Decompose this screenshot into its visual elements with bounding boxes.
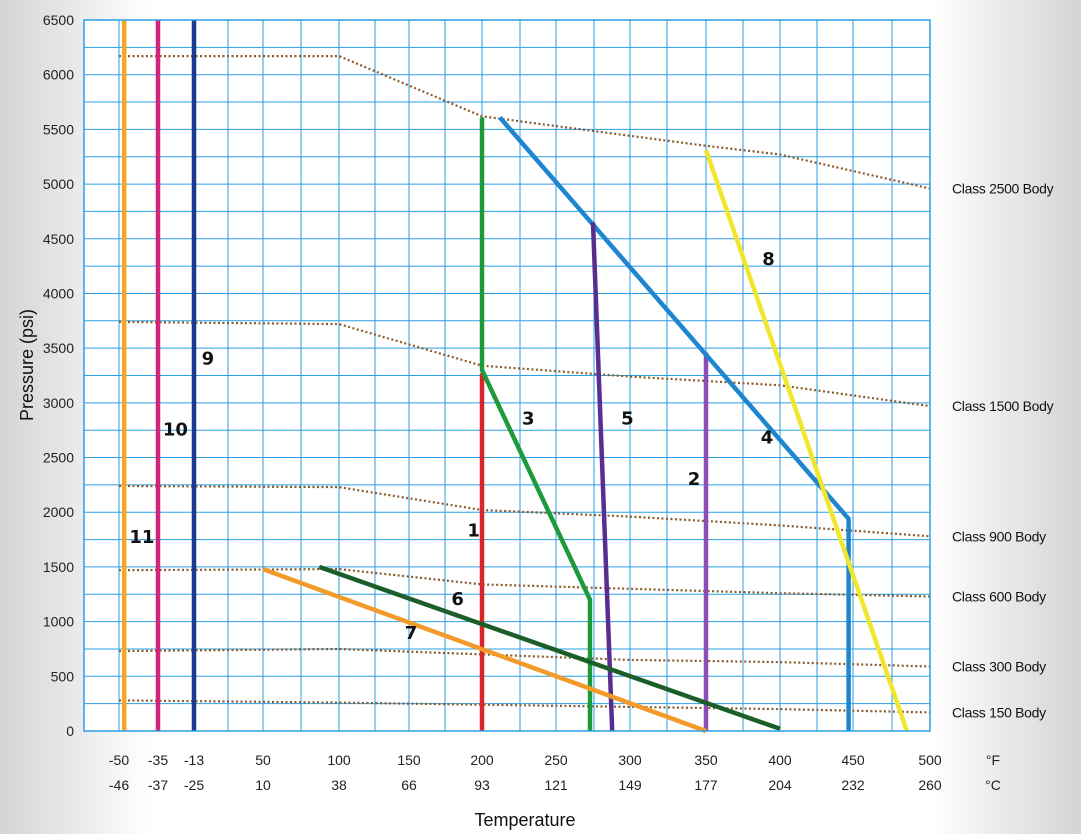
class-curve-label: Class 2500 Body — [952, 180, 1054, 196]
class-curve-label: Class 1500 Body — [952, 398, 1054, 414]
y-tick-label: 2500 — [43, 450, 74, 466]
class-curve-label: Class 300 Body — [952, 658, 1046, 674]
x-tick-label-c: -46 — [109, 777, 129, 793]
plot-border — [83, 19, 931, 732]
x-tick-label-c: 232 — [841, 777, 865, 793]
series-label-4: 4 — [761, 427, 774, 448]
series-label-2: 2 — [688, 469, 701, 490]
x-tick-label-c: 260 — [918, 777, 942, 793]
series-label-8: 8 — [762, 249, 775, 270]
y-tick-label: 6500 — [43, 12, 74, 28]
y-tick-label: 5000 — [43, 176, 74, 192]
series-line-5 — [590, 222, 615, 732]
y-tick-label: 4000 — [43, 285, 74, 301]
y-tick-label: 0 — [66, 723, 74, 739]
x-axis-title: Temperature — [474, 810, 575, 830]
grid — [83, 20, 930, 731]
x-tick-label-f: 400 — [768, 752, 792, 768]
series-line-3 — [479, 117, 593, 731]
series-labels: 1 2 3 4 5 6 7 8 9 10 11 — [129, 249, 774, 644]
y-tick-label: 3500 — [43, 340, 74, 356]
series-label-10: 10 — [163, 420, 188, 441]
class-curve-label: Class 900 Body — [952, 528, 1046, 544]
series-label-9: 9 — [202, 349, 215, 370]
x-tick-label-c: 204 — [768, 777, 792, 793]
x-tick-label-f: -35 — [148, 752, 168, 768]
unit-label-c: °C — [985, 777, 1001, 793]
series-label-11: 11 — [129, 527, 154, 548]
x-tick-label-f: 350 — [694, 752, 718, 768]
y-tick-label: 1000 — [43, 614, 74, 630]
series-label-5: 5 — [621, 409, 634, 430]
x-tick-label-c: 38 — [331, 777, 347, 793]
x-tick-label-f: 250 — [544, 752, 568, 768]
class-curve-4 — [118, 647, 931, 668]
x-tick-label-f: 100 — [327, 752, 351, 768]
x-tick-label-f: 500 — [918, 752, 942, 768]
axis-ticks: 0500100015002000250030003500400045005000… — [43, 12, 1001, 793]
y-tick-label: 4500 — [43, 231, 74, 247]
x-tick-label-c: 66 — [401, 777, 417, 793]
x-tick-label-c: 121 — [544, 777, 568, 793]
x-tick-label-c: -37 — [148, 777, 168, 793]
series-line-4 — [498, 115, 851, 731]
x-tick-label-f: 200 — [470, 752, 494, 768]
unit-label-f: °F — [986, 752, 1000, 768]
y-tick-label: 6000 — [43, 67, 74, 83]
x-tick-label-f: -50 — [109, 752, 129, 768]
x-tick-label-f: 450 — [841, 752, 865, 768]
x-tick-label-c: 93 — [474, 777, 490, 793]
series-label-7: 7 — [405, 623, 418, 644]
series-line-8 — [703, 149, 910, 732]
class-curve-5 — [118, 699, 931, 714]
x-tick-label-f: -13 — [184, 752, 204, 768]
x-tick-label-c: 149 — [618, 777, 642, 793]
x-tick-label-f: 50 — [255, 752, 271, 768]
data-series — [121, 20, 910, 734]
y-tick-label: 3000 — [43, 395, 74, 411]
class-curve-label: Class 150 Body — [952, 704, 1046, 720]
series-label-6: 6 — [451, 589, 464, 610]
series-label-1: 1 — [467, 520, 480, 541]
y-tick-label: 500 — [51, 668, 75, 684]
series-line-6 — [318, 564, 781, 731]
x-tick-label-f: 300 — [618, 752, 642, 768]
x-tick-label-f: 150 — [397, 752, 421, 768]
class-body-curves: Class 2500 Body Class 1500 Body Class 900 … — [118, 54, 1054, 720]
plot-frame — [83, 19, 931, 732]
class-curve-3 — [118, 567, 931, 598]
y-tick-label: 5500 — [43, 121, 74, 137]
x-tick-label-c: -25 — [184, 777, 204, 793]
y-axis-title: Pressure (psi) — [17, 309, 37, 421]
x-tick-label-c: 10 — [255, 777, 271, 793]
y-tick-label: 1500 — [43, 559, 74, 575]
series-label-3: 3 — [522, 409, 535, 430]
class-curve-label: Class 600 Body — [952, 588, 1046, 604]
series-line-7 — [262, 566, 707, 734]
y-tick-label: 2000 — [43, 504, 74, 520]
x-tick-label-c: 177 — [694, 777, 718, 793]
